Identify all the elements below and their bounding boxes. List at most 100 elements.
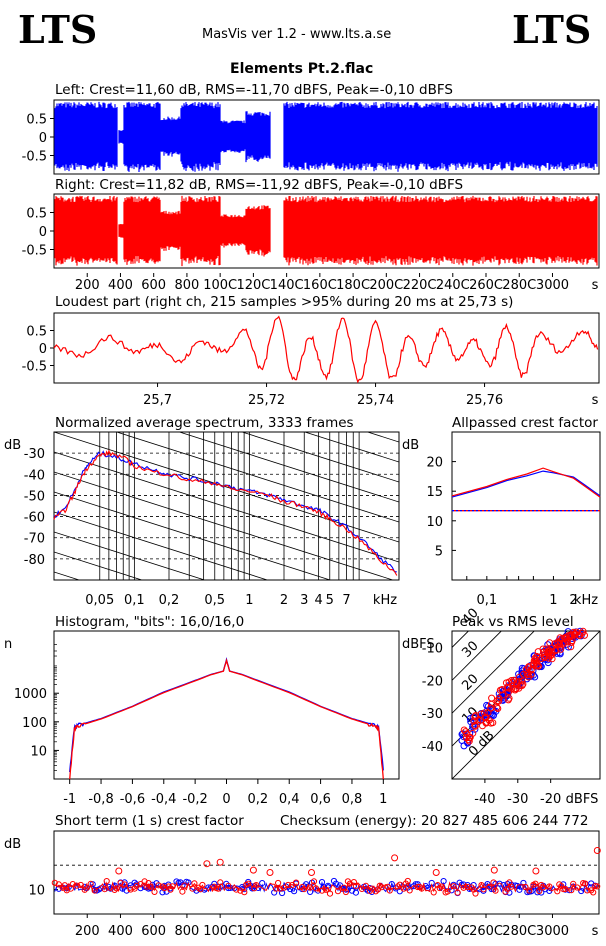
right-waveform-xtick-label: 180C bbox=[336, 278, 370, 293]
loudest-frame bbox=[53, 312, 600, 384]
peak-rms-point bbox=[467, 718, 475, 726]
spectrum-slope-line bbox=[54, 612, 399, 722]
short-crest-point bbox=[492, 887, 499, 894]
short-crest-point bbox=[468, 884, 475, 891]
peak-rms-point bbox=[494, 705, 502, 712]
histogram-title: Histogram, "bits": 16,0/16,0 bbox=[55, 614, 245, 630]
peak-rms-point bbox=[545, 646, 553, 654]
histogram-xtick-label: -1 bbox=[63, 792, 76, 807]
short-crest-point bbox=[51, 879, 58, 886]
right-waveform-xtick-label: 160C bbox=[303, 278, 337, 293]
peak-rms-point bbox=[489, 719, 497, 727]
short-crest-point bbox=[570, 880, 577, 888]
spectrum-xtick-label: 4 bbox=[314, 593, 322, 608]
right-waveform-xtick-label: 140C bbox=[270, 278, 304, 293]
spectrum-slope-line bbox=[54, 551, 144, 580]
left-waveform-ytick-label: -0.5 bbox=[22, 150, 47, 165]
spectrum-slope-line bbox=[54, 632, 399, 742]
short-crest-point bbox=[73, 882, 80, 889]
peak-rms-point bbox=[504, 691, 512, 699]
short-crest-point bbox=[522, 883, 529, 891]
short-crest-point bbox=[554, 888, 561, 895]
short-crest-xtick-label: 220C bbox=[403, 924, 437, 939]
right-waveform-ytick-label: -0.5 bbox=[22, 244, 47, 259]
spectrum-slope-line bbox=[115, 432, 399, 523]
right-waveform-ytick-label: 0 bbox=[39, 225, 47, 240]
right-waveform-xtick-label: 280C bbox=[502, 278, 536, 293]
peak-rms-point bbox=[482, 713, 490, 721]
checksum-text: Checksum (energy): 20 827 485 606 244 77… bbox=[280, 813, 589, 829]
short-crest-xtick-label: 400 bbox=[108, 924, 133, 939]
peak-rms-point bbox=[533, 652, 541, 660]
short-crest-point bbox=[310, 878, 318, 885]
allpass-xtick-label: 1 bbox=[549, 593, 557, 608]
right-waveform-xtick-label: 600 bbox=[141, 278, 166, 293]
short-crest-xtick-label: 240C bbox=[436, 924, 470, 939]
peak-rms-ytick-label: -30 bbox=[422, 707, 443, 722]
spectrum-slope-line bbox=[54, 692, 399, 802]
histogram-xtick-label: -0,8 bbox=[88, 792, 113, 807]
short-crest-xtick-label: 140C bbox=[270, 924, 304, 939]
left-waveform-title: Left: Crest=11,60 dB, RMS=-11,70 dBFS, P… bbox=[55, 82, 453, 98]
spectrum-slope-line bbox=[54, 672, 399, 782]
short-crest-point bbox=[185, 879, 192, 886]
short-crest-point bbox=[225, 882, 232, 889]
histogram-series-left bbox=[69, 657, 384, 773]
loudest-xunit: s bbox=[592, 393, 599, 408]
peak-rms-frame bbox=[451, 630, 601, 780]
short-crest-point bbox=[322, 886, 330, 893]
left-waveform-ytick-label: 0.5 bbox=[26, 113, 47, 128]
peak-rms-point bbox=[470, 717, 478, 725]
spectrum-ytick-label: -40 bbox=[24, 468, 45, 483]
spectrum-xtick-label: 0,5 bbox=[204, 593, 225, 608]
spectrum-frame bbox=[53, 431, 400, 581]
right-waveform-xtick-label: 800 bbox=[175, 278, 200, 293]
loudest-part-title: Loudest part (right ch, 215 samples >95%… bbox=[55, 294, 514, 310]
short-crest-frame bbox=[53, 830, 600, 915]
peak-rms-point bbox=[539, 645, 547, 653]
peak-rms-diagonal-label: 30 bbox=[459, 639, 481, 661]
short-crest-point bbox=[486, 883, 493, 890]
peak-rms-point bbox=[558, 635, 566, 642]
peak-rms-point bbox=[545, 654, 553, 662]
allpass-ytick-label: 10 bbox=[426, 515, 443, 530]
short-crest-point bbox=[414, 883, 421, 891]
peak-rms-point bbox=[523, 670, 531, 678]
histogram-series-right bbox=[69, 657, 384, 780]
short-crest-title: Short term (1 s) crest factor bbox=[55, 813, 244, 829]
loudest-xtick-label: 25,74 bbox=[357, 393, 394, 408]
short-crest-outlier bbox=[432, 869, 440, 876]
short-crest-point bbox=[81, 886, 88, 893]
histogram-xtick-label: -0,4 bbox=[151, 792, 176, 807]
spectrum-title: Normalized average spectrum, 3333 frames bbox=[55, 415, 354, 431]
logo-right: LTS bbox=[512, 7, 592, 52]
peak-rms-point bbox=[576, 632, 584, 640]
right-waveform-xtick-label: 260C bbox=[469, 278, 503, 293]
spectrum-xtick-label: 2 bbox=[280, 593, 288, 608]
short-crest-point bbox=[318, 879, 326, 886]
short-crest-outlier bbox=[216, 858, 224, 866]
short-crest-outlier bbox=[593, 847, 601, 854]
short-crest-xtick-label: 260C bbox=[469, 924, 503, 939]
peak-rms-point bbox=[471, 713, 479, 721]
spectrum-ylabel: dB bbox=[4, 438, 21, 453]
short-crest-xtick-label: 200 bbox=[75, 924, 100, 939]
short-crest-point bbox=[388, 881, 395, 888]
short-crest-point bbox=[386, 887, 393, 894]
short-crest-xtick-label: 600 bbox=[141, 924, 166, 939]
loudest-xtick-label: 25,72 bbox=[248, 393, 285, 408]
short-crest-point bbox=[460, 884, 467, 891]
histogram-ytick-label: 100 bbox=[22, 716, 47, 731]
left-waveform-ytick-label: 0 bbox=[39, 131, 47, 146]
spectrum-slope-line bbox=[54, 652, 399, 762]
peak-rms-ytick-label: -20 bbox=[422, 674, 443, 689]
short-crest-point bbox=[101, 886, 108, 893]
spectrum-xtick-label: 5 bbox=[326, 593, 334, 608]
short-crest-point bbox=[362, 882, 369, 890]
right-waveform-xtick-label: 240C bbox=[436, 278, 470, 293]
peak-rms-point bbox=[493, 703, 501, 711]
peak-rms-point bbox=[532, 656, 540, 663]
short-crest-xtick-label: 180C bbox=[336, 924, 370, 939]
right-waveform-xtick-label: 400 bbox=[108, 278, 133, 293]
right-waveform-xunit: s bbox=[592, 278, 599, 293]
